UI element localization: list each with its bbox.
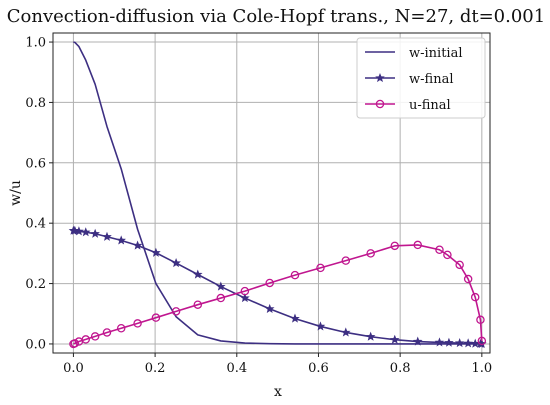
legend-label: w-final — [409, 72, 453, 87]
data-point-u-final — [90, 332, 100, 341]
data-point-w-final — [434, 337, 445, 347]
data-point-u-final — [240, 286, 250, 296]
legend-entry-u-final: u-final — [365, 98, 451, 113]
data-point-u-final — [70, 339, 80, 348]
x-axis-ticks: 0.0 0.2 0.4 0.6 0.8 1.0 — [63, 353, 492, 376]
data-point-w-final — [463, 338, 473, 348]
data-point-w-final — [192, 269, 203, 279]
data-point-u-final — [102, 328, 112, 337]
data-point-u-final — [390, 241, 400, 251]
data-point-u-final — [81, 335, 91, 344]
chart-title: Convection-diffusion via Cole-Hopf trans… — [7, 6, 545, 27]
data-point-w-final — [454, 338, 465, 348]
series-u-final — [69, 240, 487, 349]
data-point-w-final — [80, 227, 91, 237]
data-point-u-final — [443, 250, 452, 260]
x-tick-label: 1.0 — [471, 361, 492, 376]
data-point-w-final — [341, 327, 351, 337]
data-point-w-final — [90, 228, 100, 238]
legend-marker — [375, 72, 385, 83]
data-point-w-final — [74, 226, 84, 236]
data-point-w-final — [290, 313, 300, 323]
legend-entry-w-final: w-final — [365, 72, 453, 87]
data-point-w-final — [116, 235, 126, 245]
data-point-w-final — [315, 321, 326, 331]
y-tick-label: 0.8 — [25, 96, 46, 111]
series-w-final — [68, 225, 487, 349]
x-tick-label: 0.0 — [63, 361, 84, 376]
series-line-w-initial — [73, 41, 482, 345]
data-point-u-final — [193, 300, 203, 309]
y-tick-label: 0.0 — [25, 337, 46, 352]
data-point-u-final — [476, 315, 485, 325]
x-tick-label: 0.8 — [390, 361, 411, 376]
legend-label: u-final — [409, 98, 451, 113]
x-axis-label: x — [274, 384, 282, 400]
series-layer — [68, 41, 487, 349]
series-line-u-final — [73, 244, 483, 345]
data-point-u-final — [455, 260, 464, 270]
data-point-u-final — [477, 336, 487, 346]
data-point-u-final — [463, 274, 473, 284]
y-tick-label: 0.6 — [25, 156, 46, 171]
x-tick-label: 0.4 — [226, 361, 247, 376]
x-tick-label: 0.2 — [145, 361, 166, 376]
legend-box — [356, 37, 486, 119]
data-point-w-final — [444, 337, 454, 347]
data-point-w-final — [365, 331, 376, 341]
data-point-w-final — [102, 231, 112, 241]
data-point-u-final — [413, 240, 423, 250]
data-point-w-final — [412, 336, 423, 346]
data-point-u-final — [290, 270, 300, 280]
data-point-u-final — [171, 307, 181, 316]
data-point-u-final — [435, 245, 444, 255]
series-w-initial — [73, 41, 482, 345]
plot-frame — [52, 32, 491, 354]
legend-entry-w-initial: w-initial — [365, 46, 463, 61]
data-point-u-final — [133, 319, 142, 328]
y-tick-label: 0.2 — [25, 277, 46, 292]
x-tick-label: 0.6 — [308, 361, 329, 376]
data-point-u-final — [216, 293, 226, 303]
y-axis-ticks: 0.0 0.2 0.4 0.6 0.8 1.0 — [25, 36, 53, 352]
data-point-u-final — [265, 278, 274, 288]
data-point-u-final — [366, 249, 375, 258]
legend-label: w-initial — [409, 46, 463, 61]
data-point-w-final — [264, 303, 275, 313]
data-point-u-final — [341, 256, 351, 265]
data-point-w-final — [151, 247, 161, 257]
data-point-w-final — [216, 281, 226, 291]
y-axis-label: w/u — [8, 180, 24, 206]
data-point-w-final — [389, 334, 400, 344]
data-point-w-final — [171, 258, 181, 268]
legend: w-initial w-final u-final — [356, 37, 486, 119]
data-point-w-final — [132, 240, 143, 250]
legend-marker — [375, 99, 385, 109]
data-point-u-final — [151, 313, 161, 322]
data-point-u-final — [316, 263, 325, 273]
data-point-u-final — [470, 292, 480, 302]
data-point-w-final — [240, 293, 250, 303]
y-tick-label: 1.0 — [25, 36, 46, 51]
y-tick-label: 0.4 — [25, 217, 46, 232]
data-point-u-final — [116, 323, 126, 333]
